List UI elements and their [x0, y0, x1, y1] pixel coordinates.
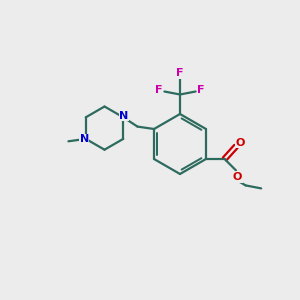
Text: O: O	[233, 172, 242, 182]
Text: O: O	[236, 138, 245, 148]
Text: F: F	[197, 85, 205, 95]
Text: N: N	[119, 111, 128, 121]
Text: F: F	[155, 85, 163, 95]
Text: N: N	[80, 134, 89, 145]
Text: F: F	[176, 68, 184, 79]
